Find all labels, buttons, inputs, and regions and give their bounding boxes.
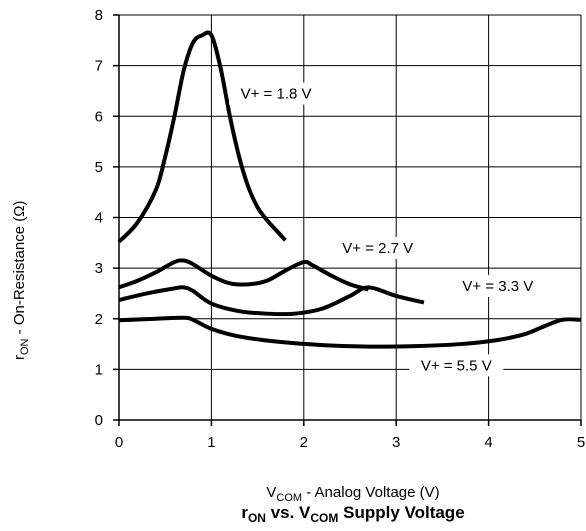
series-label-bg	[330, 236, 425, 259]
series-labels: V+ = 1.8 V V+ = 2.7 V V+ = 3.3 V V+ = 5.5 V	[229, 82, 545, 377]
x-tick-label: 0	[115, 434, 123, 451]
axes	[113, 14, 582, 426]
y-tick-label: 7	[95, 58, 103, 75]
x-axis-label: VCOM - Analog Voltage (V)	[266, 484, 439, 504]
y-tick-label: 3	[95, 260, 103, 277]
x-tick-label: 2	[300, 434, 308, 451]
y-tick-label: 6	[95, 108, 103, 125]
series-label-4: V+ = 5.5 V	[421, 357, 492, 374]
series-line-1	[117, 30, 287, 244]
series-label-3: V+ = 3.3 V	[462, 278, 533, 295]
grid	[118, 14, 582, 421]
series-line-2	[118, 258, 370, 292]
series-lines	[117, 30, 582, 349]
y-axis-label: rON - On-Resistance (Ω)	[11, 201, 31, 360]
series-line-3	[118, 285, 425, 317]
series-label-1: V+ = 1.8 V	[241, 86, 312, 103]
y-tick-label: 8	[95, 7, 103, 24]
x-tick-label: 4	[484, 434, 492, 451]
x-tick-label: 3	[392, 434, 400, 451]
x-tick-labels: 0 1 2 3 4 5	[115, 434, 585, 451]
x-tick-label: 1	[207, 434, 215, 451]
y-tick-label: 2	[95, 311, 103, 328]
y-tick-label: 0	[95, 412, 103, 429]
series-label-bg	[409, 354, 504, 377]
x-tick-label: 5	[577, 434, 585, 451]
chart-title: rON vs. VCOM Supply Voltage	[241, 503, 464, 525]
y-tick-labels: 0 1 2 3 4 5 6 7 8	[95, 7, 103, 429]
series-line-4	[118, 315, 582, 349]
series-label-bg	[450, 274, 545, 297]
y-tick-label: 5	[95, 159, 103, 176]
y-tick-label: 4	[95, 210, 103, 227]
series-label-2: V+ = 2.7 V	[342, 240, 413, 257]
series-label-bg	[229, 82, 324, 105]
y-tick-label: 1	[95, 361, 103, 378]
